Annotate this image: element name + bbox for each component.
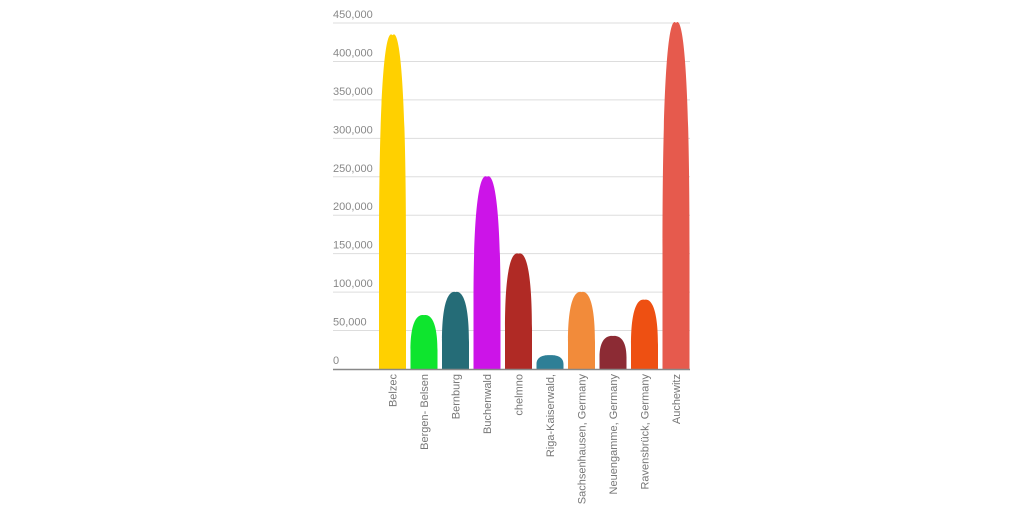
- y-tick-label: 150,000: [333, 240, 373, 252]
- x-tick-label: Bergen- Belsen: [419, 374, 431, 450]
- bar-belzec: [379, 34, 406, 370]
- bar-chelmno: [505, 253, 532, 369]
- x-tick-label: Neuengamme, Germany: [608, 374, 620, 495]
- bar-sachsenhausen-germany: [568, 291, 595, 369]
- y-tick-label: 400,000: [333, 47, 373, 59]
- x-tick-label: Riga-Kaiserwald,: [545, 374, 557, 457]
- y-axis-ticks: 0 50,000 100,000 150,000 200,000 250,000 300,0…: [333, 9, 373, 367]
- x-tick-label: Auchewitz: [671, 374, 683, 424]
- x-tick-label: Ravensbrück, Germany: [640, 374, 652, 490]
- bar-auchewitz: [662, 21, 690, 369]
- y-tick-label: 50,000: [333, 317, 367, 329]
- y-tick-label: 100,000: [333, 278, 373, 290]
- x-tick-label: Sachsenhausen, Germany: [577, 374, 589, 505]
- bar-riga-kaiserwald: [536, 355, 564, 369]
- y-tick-label: 300,000: [333, 124, 373, 136]
- bar-neuengamme-germany: [599, 335, 627, 369]
- x-tick-label: Belzec: [388, 374, 400, 408]
- bars: [379, 21, 690, 370]
- y-tick-label: 350,000: [333, 86, 373, 98]
- x-tick-label: Buchenwald: [482, 374, 494, 434]
- bar-bergen-belsen: [410, 315, 438, 369]
- y-tick-label: 450,000: [333, 9, 373, 21]
- y-tick-label: 250,000: [333, 163, 373, 175]
- y-tick-label: 0: [333, 355, 339, 367]
- x-tick-label: Bernburg: [451, 374, 463, 419]
- x-axis-labels: Belzec Bergen- Belsen Bernburg Buchenwald ch…: [388, 374, 684, 505]
- bar-ravensbr-ck-germany: [631, 299, 658, 369]
- x-tick-label: chelmno: [514, 374, 526, 416]
- y-tick-label: 200,000: [333, 201, 373, 213]
- bar-bernburg: [442, 291, 469, 369]
- bar-buchenwald: [473, 176, 501, 369]
